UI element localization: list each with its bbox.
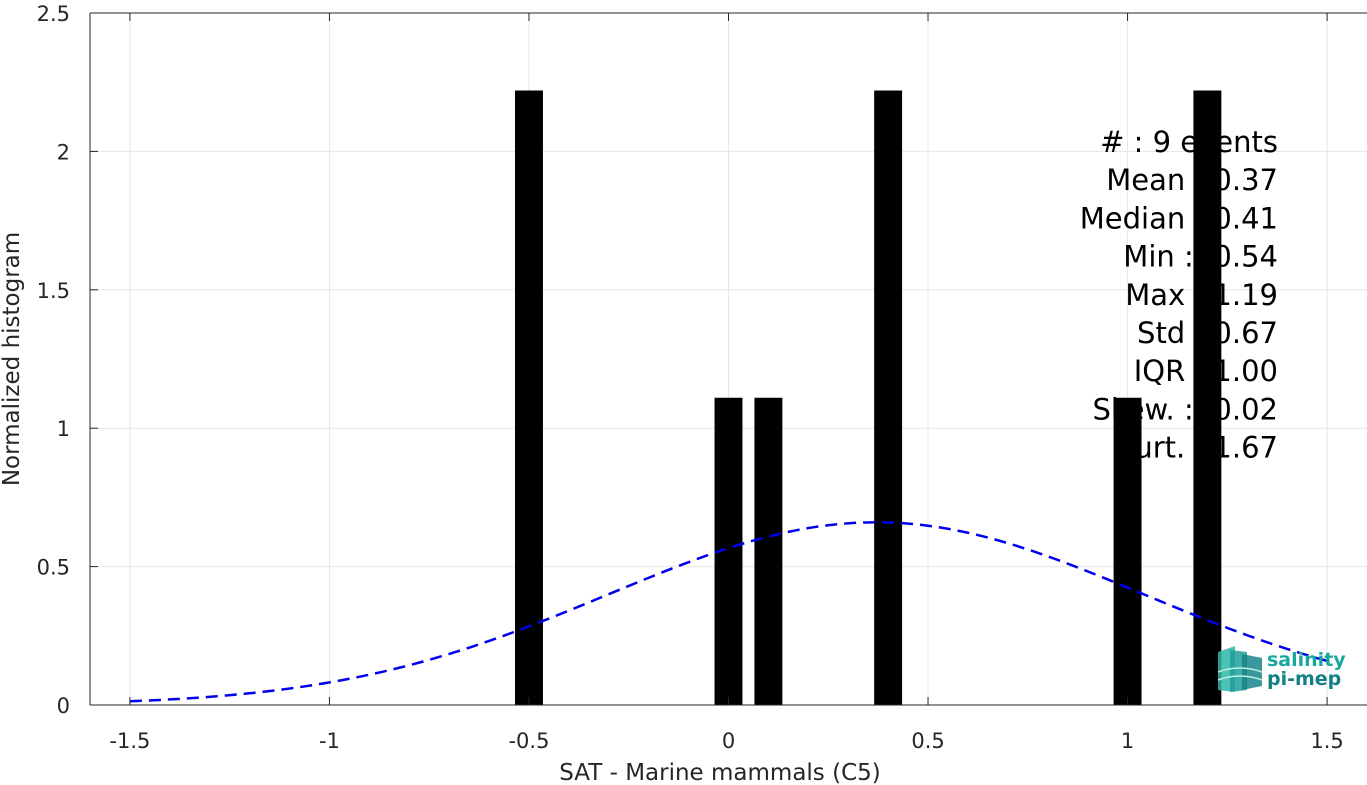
logo-wave-icon [1217, 646, 1263, 692]
stats-line: IQR : 1.00 [1134, 354, 1278, 388]
salinity-pi-mep-logo: salinity pi-mep [1217, 646, 1346, 692]
logo-line2: pi-mep [1267, 668, 1341, 690]
histogram-bar [874, 90, 903, 705]
y-tick-label: 1 [57, 417, 70, 441]
stats-line: Max : 1.19 [1125, 278, 1278, 312]
normal-fit-curve [129, 521, 1328, 703]
histogram-bar [515, 90, 543, 705]
stats-line: Median : 0.41 [1080, 201, 1278, 235]
stats-line: Std : 0.67 [1137, 316, 1278, 350]
y-tick-label: 0.5 [37, 556, 70, 580]
y-tick-label: 2 [57, 140, 70, 164]
x-tick-label: 1.5 [1310, 729, 1343, 753]
logo-line1: salinity [1267, 649, 1346, 671]
stats-line: Skew. : -0.02 [1092, 392, 1278, 426]
y-tick-label: 2.5 [37, 2, 70, 26]
x-tick-label: 0 [722, 729, 735, 753]
x-tick-label: 1 [1121, 729, 1134, 753]
tick-labels: -1.5 -1 -0.5 0 0.5 1 1.5 0 0.5 1 1.5 2 2.5 [37, 2, 1344, 753]
stats-line: # : 9 events [1100, 125, 1278, 159]
x-tick-label: -1 [319, 729, 340, 753]
stats-box: # : 9 events Mean : 0.37 Median : 0.41 Min … [1080, 125, 1278, 465]
x-tick-label: -0.5 [508, 729, 549, 753]
y-tick-label: 0 [57, 694, 70, 718]
y-tick-label: 1.5 [37, 279, 70, 303]
histogram-bar [1193, 90, 1222, 705]
x-tick-label: -1.5 [109, 729, 150, 753]
x-tick-label: 0.5 [911, 729, 944, 753]
histogram-bar [754, 397, 783, 705]
axes [89, 12, 1367, 706]
histogram-bar [1113, 397, 1142, 705]
histogram-bars [515, 90, 1222, 705]
y-axis-label: Normalized histogram [0, 232, 25, 486]
fit-curve-layer [129, 521, 1328, 703]
stats-line: Mean : 0.37 [1106, 163, 1278, 197]
x-axis-label: SAT - Marine mammals (C5) [559, 760, 881, 785]
stats-line: Min : -0.54 [1123, 240, 1278, 274]
stats-line: Kurt. : 1.67 [1117, 431, 1278, 465]
